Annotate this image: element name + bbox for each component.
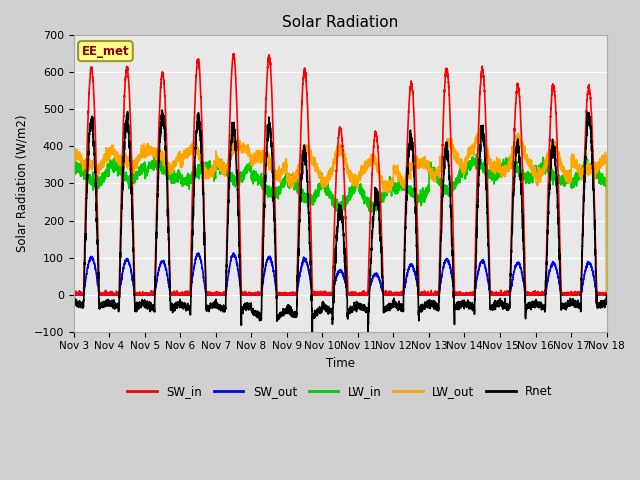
Rnet	[602, 301, 610, 307]
LW_out	[320, 178, 328, 183]
Rnet	[321, 303, 328, 309]
LW_in	[430, 170, 438, 176]
LW_in	[472, 151, 480, 157]
LW_out	[70, 151, 77, 156]
SW_in	[602, 292, 610, 298]
LW_out	[602, 153, 610, 158]
Rnet	[490, 306, 498, 312]
Title: Solar Radiation: Solar Radiation	[282, 15, 398, 30]
LW_out	[490, 167, 497, 173]
LW_out	[460, 165, 467, 170]
SW_in	[430, 292, 438, 298]
Legend: SW_in, SW_out, LW_in, LW_out, Rnet: SW_in, SW_out, LW_in, LW_out, Rnet	[123, 380, 557, 403]
Line: SW_in: SW_in	[74, 54, 607, 295]
Line: LW_in: LW_in	[74, 154, 607, 295]
Line: SW_out: SW_out	[74, 253, 607, 295]
Line: LW_out: LW_out	[74, 129, 607, 295]
SW_out	[166, 287, 173, 292]
LW_in	[460, 163, 467, 169]
SW_in	[230, 51, 237, 57]
SW_in	[460, 292, 467, 298]
LW_out	[476, 126, 483, 132]
SW_in	[490, 292, 497, 298]
Y-axis label: Solar Radiation (W/m2): Solar Radiation (W/m2)	[15, 115, 28, 252]
SW_out	[430, 292, 438, 298]
LW_in	[166, 173, 173, 179]
SW_out	[70, 292, 77, 298]
Rnet	[70, 299, 77, 304]
SW_out	[320, 292, 328, 298]
Rnet	[460, 299, 467, 305]
LW_in	[602, 178, 610, 183]
SW_out	[602, 292, 610, 298]
SW_out	[460, 291, 467, 297]
LW_out	[603, 292, 611, 298]
LW_in	[603, 292, 611, 298]
Rnet	[603, 292, 611, 298]
SW_out	[230, 250, 237, 256]
LW_out	[430, 177, 438, 182]
LW_out	[166, 163, 173, 169]
Line: Rnet: Rnet	[74, 110, 607, 337]
Text: EE_met: EE_met	[82, 45, 129, 58]
SW_in	[603, 292, 611, 298]
Rnet	[308, 335, 316, 340]
SW_out	[603, 292, 611, 298]
LW_in	[320, 185, 328, 191]
SW_in	[70, 292, 77, 298]
LW_in	[70, 168, 77, 174]
SW_in	[320, 292, 328, 298]
SW_out	[490, 290, 497, 296]
Rnet	[159, 107, 166, 113]
Rnet	[430, 304, 438, 310]
SW_in	[166, 254, 173, 260]
LW_in	[490, 172, 497, 178]
Rnet	[166, 271, 173, 277]
X-axis label: Time: Time	[326, 357, 355, 370]
